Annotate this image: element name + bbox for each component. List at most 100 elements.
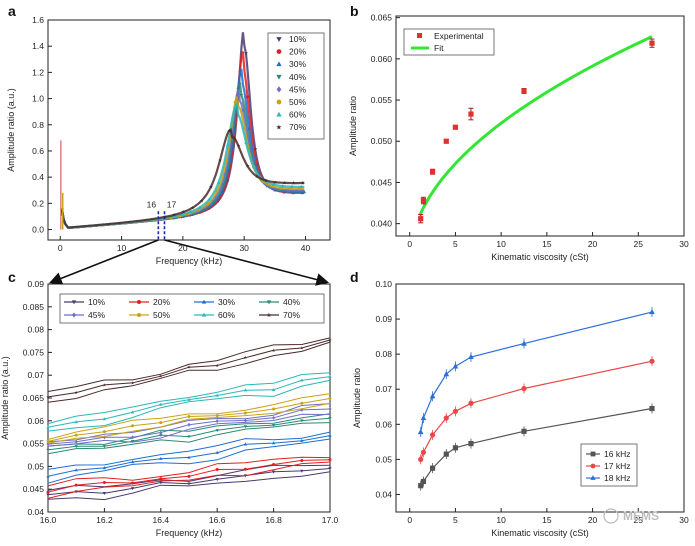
series-point [189,209,193,213]
series-point [130,487,135,491]
series-point [159,430,163,435]
panel-d: d 0 5 10 15 20 25 30 0.04 0.05 0.06 0.07 0.08 0.09 0.1… [350,269,689,538]
legend: 16 kHz 17 kHz 18 kHz [580,443,638,487]
data-point [443,451,449,457]
legend-label: 18 kHz [604,473,630,483]
series-point [46,493,50,497]
legend-label: 10% [289,34,306,44]
x-tick-label: 16.6 [209,515,226,525]
series-point [328,458,332,462]
x-tick-label: 5 [453,239,458,249]
series-point [233,100,237,104]
series-point [159,456,163,460]
series-point [216,180,221,185]
x-tick-label: 20 [178,243,188,253]
series-point: ★ [172,213,177,219]
series-point [281,184,285,188]
series-point [187,482,191,486]
y-tick-label: 0.075 [23,347,45,357]
series-point: ★ [328,338,333,343]
series-line-70% [47,337,331,392]
legend-marker [417,33,422,38]
data-point [468,441,474,447]
fit-line [418,35,653,217]
y-axis-label: Amplitude ratio (a.u.) [6,88,16,172]
y-tick-label: 0.6 [32,146,44,156]
series-point [102,480,106,484]
legend-label: 45% [289,84,306,94]
series-point [207,197,211,201]
series-point [243,411,247,415]
legend-marker [276,37,282,42]
data-point [521,428,527,434]
series-point [328,416,332,420]
data-point [443,415,449,421]
legend-label: 50% [153,310,170,320]
data-point [429,432,436,438]
series-point: ★ [187,365,192,370]
x-tick-label: 25 [634,515,644,525]
legend-marker [137,300,141,304]
series-point [46,439,50,443]
y-tick-label: 0.065 [371,13,393,23]
series-point [235,102,239,106]
x-tick-label: 10 [496,239,506,249]
legend-marker [266,300,272,305]
series-line-30% [47,438,331,484]
series-point [215,393,219,397]
data-point [418,456,424,462]
series-point [102,466,107,470]
y-tick-label: 0.2 [32,198,44,208]
x-axis-label: Kinematic viscosity (cSt) [491,528,589,538]
series-line-50% [47,402,331,444]
y-tick-label: 1.0 [32,94,44,104]
legend-marker: ★ [266,312,271,319]
series-point [187,474,191,478]
data-point [443,371,450,377]
y-tick-label: 0.055 [371,95,393,105]
legend-marker [201,312,207,317]
legend-label: 50% [289,97,306,107]
x-tick-label: 10 [496,515,506,525]
series-point [239,94,244,98]
series-point: ★ [46,394,51,399]
series-point [300,401,304,405]
series-point [130,410,135,414]
series-point [244,52,248,56]
series-point [271,441,276,445]
zoom-connectors [49,239,330,286]
series-point [328,396,332,400]
panel-c: c 16.0 16.2 16.4 16.6 16.8 17.0 0.04 0.045 0.05 0.… [0,269,339,538]
y-tick-label: 0.085 [23,302,45,312]
series-line-70% [47,339,331,398]
watermark-icon [603,508,619,524]
x-tick-label: 30 [679,239,689,249]
data-point [452,124,459,130]
x-tick-label: 30 [239,243,249,253]
legend-label: 60% [218,310,235,320]
legend-marker [590,451,596,457]
legend-label: 16 kHz [604,449,630,459]
series-point [271,388,276,392]
legend-marker [72,312,76,318]
x-tick-label: 0 [407,239,412,249]
legend-marker [590,463,596,469]
series-point [271,470,276,474]
data-point [468,111,474,117]
y-tick-label: 0.04 [27,507,44,517]
data-point [649,40,655,46]
legend-label: 30% [218,297,235,307]
series-point [328,467,332,471]
series-point [187,435,191,439]
y-tick-label: 0.06 [27,416,44,426]
series-point [159,433,163,437]
data-point [468,353,474,360]
series-point [300,438,304,442]
data-point [417,428,424,435]
series-point [215,450,219,454]
legend-marker [71,300,77,305]
series-point [271,423,276,427]
x-tick-label: 0 [407,515,412,525]
legend-marker [276,61,282,67]
series-point [272,415,276,420]
